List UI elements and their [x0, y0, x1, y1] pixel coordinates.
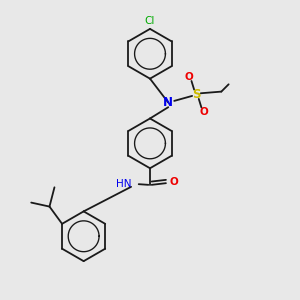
- Text: HN: HN: [116, 179, 131, 189]
- Text: S: S: [192, 88, 201, 101]
- Text: O: O: [170, 177, 179, 187]
- Text: O: O: [200, 106, 208, 116]
- Text: Cl: Cl: [145, 16, 155, 26]
- Text: N: N: [163, 96, 173, 109]
- Text: O: O: [185, 72, 194, 82]
